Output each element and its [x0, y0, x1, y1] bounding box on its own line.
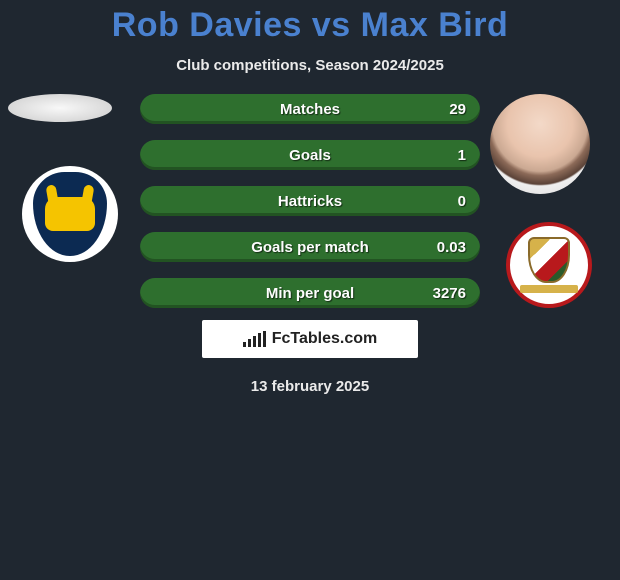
bar-chart-icon — [243, 331, 266, 347]
stat-row-min-per-goal: Min per goal 3276 — [140, 278, 480, 308]
player-right-club-crest — [506, 222, 592, 308]
player-left-club-crest — [22, 166, 118, 262]
stat-row-goals-per-match: Goals per match 0.03 — [140, 232, 480, 262]
stat-label: Goals per match — [140, 239, 480, 256]
stat-value-right: 0 — [458, 193, 466, 210]
stat-row-matches: Matches 29 — [140, 94, 480, 124]
page-title: Rob Davies vs Max Bird — [0, 0, 620, 45]
brand-badge: FcTables.com — [202, 320, 418, 358]
stat-label: Hattricks — [140, 193, 480, 210]
stat-value-right: 3276 — [433, 285, 466, 302]
content-canvas: Matches 29 Goals 1 Hattricks 0 Goals per… — [0, 94, 620, 414]
stat-value-right: 1 — [458, 147, 466, 164]
brand-label: FcTables.com — [272, 330, 378, 348]
stat-label: Matches — [140, 101, 480, 118]
subtitle: Club competitions, Season 2024/2025 — [0, 57, 620, 74]
stat-row-hattricks: Hattricks 0 — [140, 186, 480, 216]
stat-row-goals: Goals 1 — [140, 140, 480, 170]
stats-column: Matches 29 Goals 1 Hattricks 0 Goals per… — [140, 94, 480, 324]
stat-label: Goals — [140, 147, 480, 164]
player-right-avatar — [490, 94, 590, 194]
player-left-avatar — [8, 94, 112, 122]
stat-value-right: 29 — [449, 101, 466, 118]
stat-value-right: 0.03 — [437, 239, 466, 256]
stat-label: Min per goal — [140, 285, 480, 302]
date-label: 13 february 2025 — [0, 378, 620, 395]
